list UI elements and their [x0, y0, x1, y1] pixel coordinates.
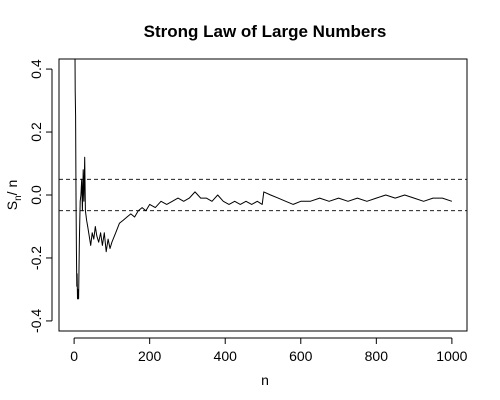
plot-frame	[58, 58, 468, 332]
y-axis-label-subscript: n	[13, 195, 24, 201]
y-axis-label-tail: / n	[4, 180, 20, 196]
x-tick-label: 400	[214, 348, 238, 364]
x-axis-label: n	[261, 372, 269, 388]
series-line-1	[74, 59, 453, 300]
x-tick-label: 1000	[436, 348, 467, 364]
y-axis-label-main: S	[4, 201, 20, 210]
y-axis: -0.4 -0.2 0.0 0.2 0.4	[28, 59, 53, 333]
series-layer	[74, 59, 453, 300]
reference-lines	[59, 178, 467, 212]
chart-title: Strong Law of Large Numbers	[144, 22, 387, 41]
x-axis: 0 200 400 600 800 1000	[70, 337, 468, 364]
y-tick-label: 0.2	[28, 122, 44, 142]
y-tick-label: -0.2	[28, 246, 44, 270]
x-tick-label: 800	[365, 348, 389, 364]
x-tick-label: 200	[138, 348, 162, 364]
y-tick-label: 0.4	[28, 59, 44, 79]
y-tick-label: -0.4	[28, 309, 44, 333]
y-axis-label: Sn/ n	[4, 180, 24, 210]
x-tick-label: 600	[289, 348, 313, 364]
x-tick-label: 0	[70, 348, 78, 364]
y-tick-label: 0.0	[28, 185, 44, 205]
